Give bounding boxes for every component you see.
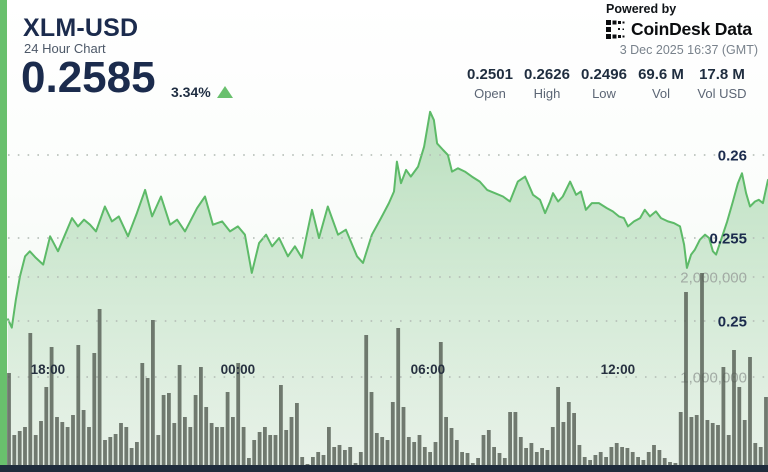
brand-name: CoinDesk Data [631,19,752,39]
stat-value: 0.2501 [467,66,513,83]
stat-label: Vol [651,86,671,101]
coindesk-logo-icon [606,20,625,39]
coindesk-brand[interactable]: CoinDesk Data [606,19,758,40]
stat-label: Low [592,86,616,101]
svg-text:0.25: 0.25 [718,314,747,331]
svg-text:1,000,000: 1,000,000 [680,370,747,387]
attribution-block: Powered by CoinDesk Data 3 [606,2,758,57]
stat-value: 17.8 M [699,66,745,83]
stat-low: 0.2496 Low [552,66,656,101]
stat-volume-usd: 17.8 M Vol USD [670,66,768,101]
svg-text:18:00: 18:00 [31,362,66,377]
svg-text:0.26: 0.26 [718,148,747,165]
stat-label: Vol USD [697,86,747,101]
svg-text:0.255: 0.255 [709,231,747,248]
change-percent: 3.34% [171,84,211,100]
stat-open: 0.2501 Open [438,66,542,101]
chart-subtitle: 24 Hour Chart [24,41,106,56]
stat-value: 0.2496 [581,66,627,83]
stat-label: High [533,86,561,101]
chart-timestamp: 3 Dec 2025 16:37 (GMT) [619,43,758,57]
powered-by-label: Powered by [606,2,677,16]
svg-text:2,000,000: 2,000,000 [680,270,747,287]
current-price: 0.2585 [21,53,156,102]
price-change: 3.34% [171,84,233,100]
left-accent-bar [0,0,7,465]
stat-label: Open [474,86,506,101]
up-triangle-icon [216,86,233,98]
stat-high: 0.2626 High [495,66,599,101]
page-title: XLM-USD [23,14,139,42]
svg-text:00:00: 00:00 [221,362,256,377]
svg-text:12:00: 12:00 [601,362,636,377]
svg-text:06:00: 06:00 [411,362,446,377]
stat-value: 69.6 M [638,66,684,83]
stat-value: 0.2626 [524,66,570,83]
stat-volume: 69.6 M Vol [609,66,713,101]
bottom-navy-strip [0,465,768,472]
